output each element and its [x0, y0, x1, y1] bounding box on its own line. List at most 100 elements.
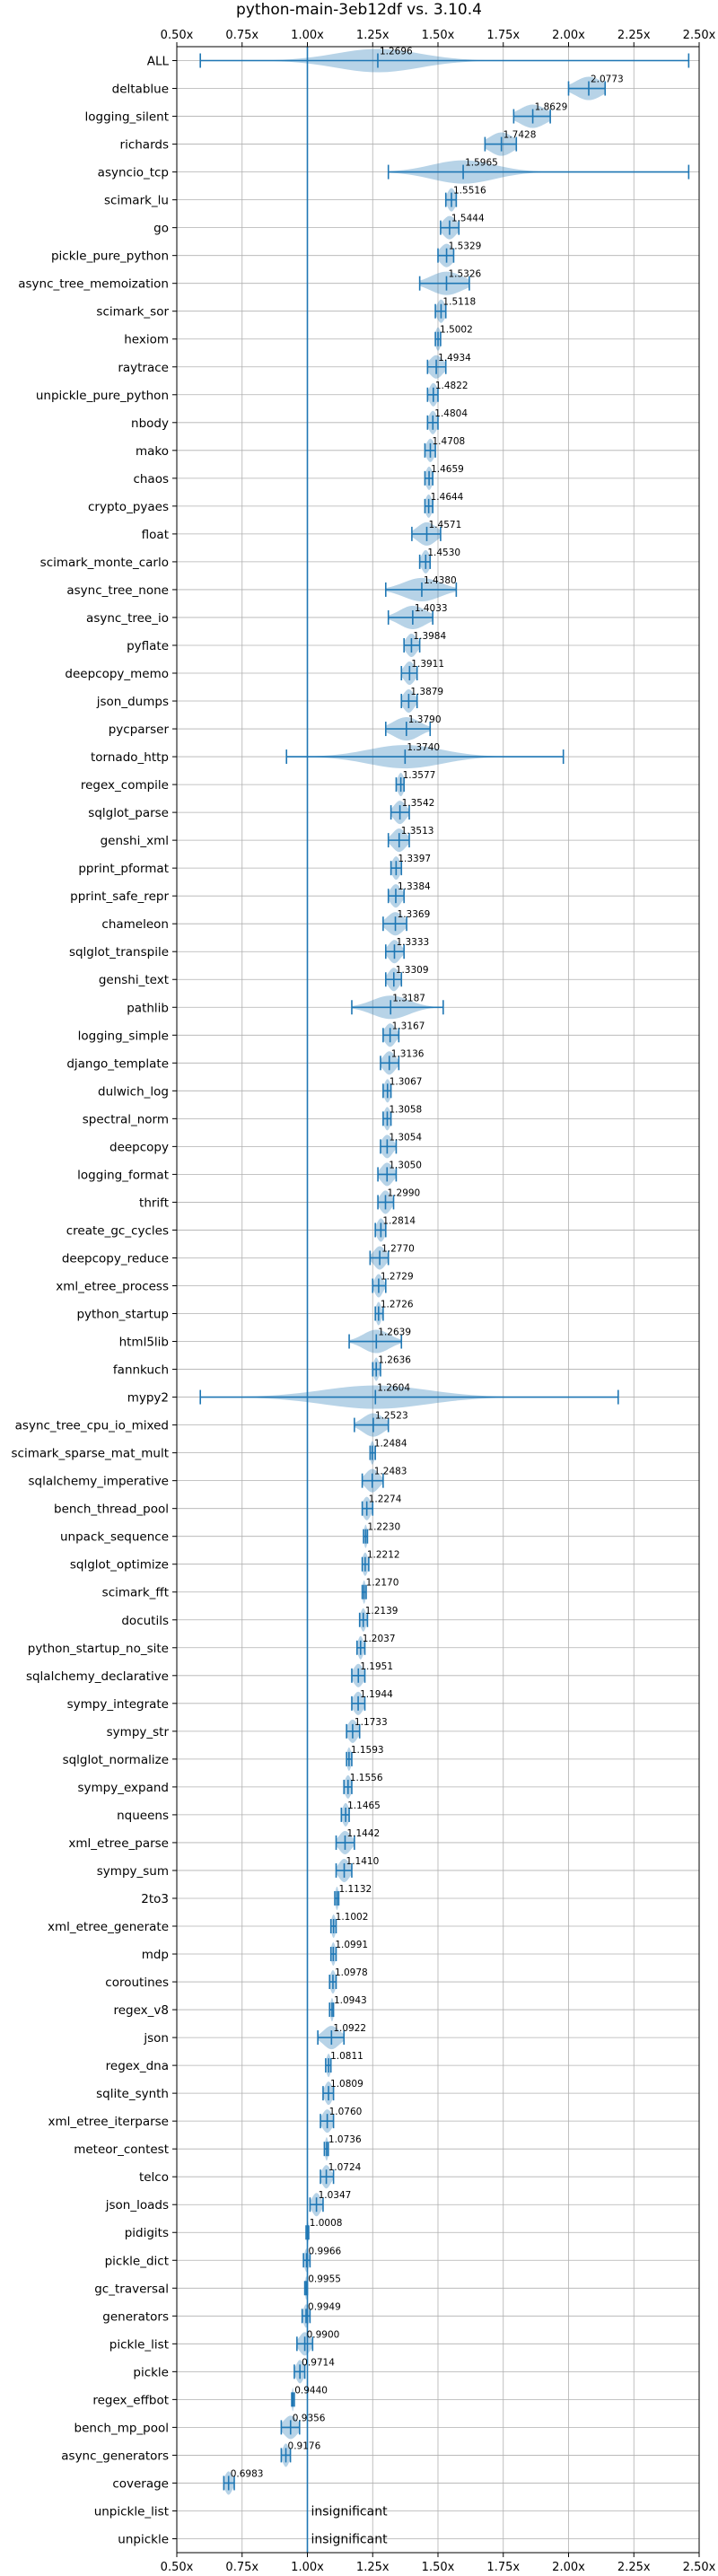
- benchmark-label: async_generators: [61, 2449, 169, 2463]
- value-label: 1.4659: [431, 464, 464, 475]
- value-label: 1.5444: [451, 214, 485, 224]
- benchmark-label: json_loads: [105, 2198, 169, 2212]
- x-tick-label-top: 1.50x: [422, 29, 455, 42]
- value-label: 1.1410: [346, 1856, 380, 1867]
- benchmark-label: sqlite_synth: [96, 2087, 169, 2101]
- value-label: 1.1951: [360, 1661, 393, 1672]
- benchmark-label: go: [153, 222, 169, 236]
- value-label: 0.9440: [294, 2385, 328, 2396]
- value-label: 1.2639: [378, 1327, 411, 1338]
- x-tick-label-top: 2.25x: [617, 29, 651, 42]
- benchmark-label: python_startup_no_site: [28, 1642, 169, 1656]
- benchmark-label: async_tree_none: [66, 583, 169, 598]
- value-label: 1.0943: [334, 1995, 367, 2006]
- benchmark-label: deepcopy_memo: [65, 667, 169, 681]
- benchmark-label: unpickle_list: [94, 2504, 169, 2519]
- benchmark-label: regex_effbot: [92, 2393, 169, 2407]
- benchmark-label: pickle_list: [109, 2337, 169, 2352]
- benchmark-label: scimark_sparse_mat_mult: [12, 1447, 169, 1461]
- benchmark-label: json_dumps: [96, 695, 169, 709]
- benchmark-label: html5lib: [119, 1336, 169, 1350]
- x-tick-label-top: 0.50x: [161, 29, 194, 42]
- value-label: 1.5002: [440, 325, 473, 336]
- benchmark-label: logging_simple: [78, 1029, 169, 1043]
- value-label: 1.3050: [389, 1160, 422, 1170]
- value-label: 1.3911: [411, 659, 444, 670]
- value-label: 1.4033: [415, 603, 448, 614]
- value-label: 1.4530: [427, 548, 460, 558]
- benchmark-label: pycparser: [109, 723, 170, 737]
- benchmark-label: regex_compile: [81, 778, 169, 793]
- benchmark-label: gc_traversal: [94, 2282, 169, 2296]
- mark-layer: [199, 47, 690, 2553]
- x-tick-label-bottom: 2.50x: [683, 2561, 716, 2574]
- x-tick-label-top: 1.00x: [291, 29, 324, 42]
- value-label: 1.1593: [351, 1745, 384, 1756]
- benchmark-label: spectral_norm: [83, 1112, 169, 1126]
- value-label: 1.4934: [438, 353, 471, 364]
- benchmark-label: scimark_sor: [96, 305, 169, 320]
- value-label: 1.4571: [429, 520, 462, 530]
- benchmark-label: bench_mp_pool: [74, 2421, 169, 2435]
- value-label: 1.0809: [330, 2079, 363, 2090]
- benchmark-label: sqlalchemy_imperative: [29, 1475, 170, 1489]
- benchmark-label: thrift: [139, 1196, 169, 1210]
- x-tick-label-top: 1.75x: [486, 29, 520, 42]
- benchmark-label: genshi_text: [99, 973, 169, 987]
- benchmark-label: sympy_expand: [77, 1781, 169, 1795]
- value-label: 0.9966: [309, 2246, 342, 2256]
- value-label: 1.4822: [435, 381, 468, 391]
- value-label: 1.3790: [408, 714, 442, 725]
- value-label: 1.1944: [360, 1689, 393, 1700]
- value-label: 1.1442: [346, 1828, 380, 1839]
- value-label: 1.3058: [389, 1104, 422, 1115]
- value-label: 1.2274: [369, 1494, 402, 1505]
- value-label: 1.7428: [503, 130, 537, 141]
- x-tick-label-bottom: 1.25x: [356, 2561, 390, 2574]
- benchmark-label: sqlalchemy_declarative: [26, 1669, 169, 1684]
- value-label: 1.3167: [392, 1021, 425, 1031]
- value-label: 1.4644: [431, 492, 464, 503]
- value-label: 1.2770: [381, 1243, 415, 1254]
- value-label: 1.2483: [374, 1467, 407, 1477]
- x-tick-label-top: 2.50x: [683, 29, 716, 42]
- value-label: 1.3136: [391, 1048, 425, 1059]
- value-label: 1.1465: [347, 1801, 381, 1811]
- value-label: 1.3384: [398, 881, 431, 892]
- benchmark-label: xml_etree_process: [56, 1279, 169, 1293]
- benchmark-label: sqlglot_parse: [88, 806, 169, 820]
- x-tick-label-top: 1.25x: [356, 29, 390, 42]
- value-label: 1.3309: [396, 965, 429, 976]
- value-label: 1.0736: [328, 2134, 362, 2145]
- benchmark-label: sqlglot_transpile: [69, 945, 169, 959]
- value-label: 1.3984: [413, 631, 446, 642]
- value-label: 1.2170: [366, 1578, 399, 1589]
- benchmark-label: scimark_fft: [102, 1586, 169, 1600]
- benchmark-label: richards: [120, 138, 169, 153]
- benchmark-label: telco: [139, 2170, 169, 2185]
- value-label: 0.9955: [308, 2274, 341, 2284]
- benchmark-label: pidigits: [125, 2226, 169, 2240]
- value-label: 1.0991: [335, 1940, 368, 1950]
- benchmark-label: sqlglot_normalize: [63, 1753, 169, 1767]
- benchmark-label: raytrace: [118, 361, 169, 375]
- value-label: 1.4380: [424, 575, 457, 586]
- benchmark-label: mako: [136, 444, 169, 459]
- value-label: 0.9176: [288, 2440, 321, 2451]
- value-label: 1.0811: [330, 2051, 363, 2062]
- value-label: 1.5516: [453, 186, 486, 197]
- value-label: 0.6983: [231, 2468, 264, 2479]
- label-layer: 0.50x 0.50x 0.75x 0.75x 1.00x 1.00x 1.25x 1.25x…: [12, 29, 716, 2574]
- benchmark-label: mdp: [142, 1948, 169, 1962]
- benchmark-label: ALL: [147, 55, 170, 69]
- benchmark-label: scimark_monte_carlo: [40, 556, 169, 570]
- benchmark-label: regex_v8: [113, 2003, 169, 2018]
- x-tick-label-top: 0.75x: [225, 29, 258, 42]
- insignificant-label: insignificant: [311, 2532, 389, 2546]
- value-label: 1.2212: [367, 1550, 400, 1561]
- benchmark-label: bench_thread_pool: [54, 1503, 169, 1517]
- value-label: 1.0008: [310, 2218, 343, 2229]
- value-label: 1.1002: [336, 1912, 369, 1923]
- benchmark-label: genshi_xml: [101, 834, 169, 848]
